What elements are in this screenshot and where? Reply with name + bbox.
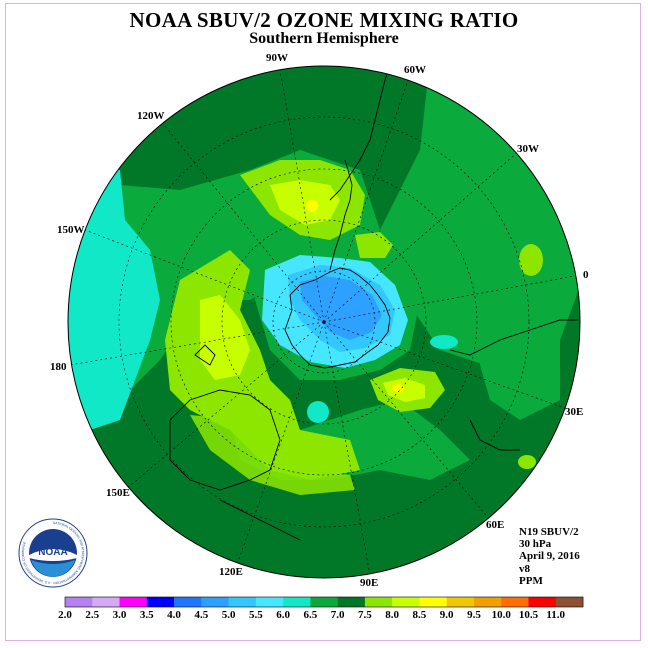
page-title: NOAA SBUV/2 OZONE MIXING RATIO (129, 8, 519, 32)
lime-region-northeast (355, 232, 393, 258)
yellow-spot-east (392, 384, 404, 392)
colorbar-swatch (201, 597, 229, 607)
logo-text: NOAA (38, 547, 67, 558)
colorbar-tick-label: 3.5 (140, 609, 154, 621)
antarctic-peninsula (329, 159, 353, 271)
colorbar-tick-label: 2.5 (85, 609, 99, 621)
colorbar-tick-label: 5.5 (249, 609, 263, 621)
colorbar-tick-label: 3.0 (113, 609, 127, 621)
lime-spot-far-east (519, 244, 543, 276)
colorbar-tick-label: 9.5 (467, 609, 481, 621)
yellow-green-region-west (200, 295, 250, 380)
colorbar-swatch (555, 597, 584, 607)
blue-region-center (300, 276, 382, 340)
colorbar-tick-label: 2.0 (58, 609, 72, 621)
yellow-green-region-north (270, 180, 340, 225)
colorbar-tick-label: 8.5 (413, 609, 427, 621)
page-frame (5, 3, 641, 641)
page-subtitle: Southern Hemisphere (249, 30, 399, 47)
info-satellite: N19 SBUV/2 (519, 526, 579, 538)
graticule (69, 69, 580, 576)
antarctica-coast (284, 267, 391, 369)
colorbar-swatch (255, 597, 284, 607)
colorbar-swatch (446, 597, 475, 607)
colorbar-swatch (119, 597, 148, 607)
colorbar-swatch (283, 597, 311, 607)
lime-region-southwest (190, 415, 355, 495)
info-units: PPM (519, 574, 543, 587)
info-version: v8 (519, 562, 530, 575)
info-level: 30 hPa (519, 538, 552, 551)
new-zealand-coast (194, 344, 216, 366)
colorbar-tick-label: 6.0 (276, 609, 290, 621)
lon-label-0: 0 (583, 269, 589, 281)
info-date: April 9, 2016 (519, 550, 580, 563)
indonesia-coast (219, 499, 301, 541)
colorbar-tick-label: 6.5 (303, 609, 317, 621)
colorbar-swatch (364, 597, 393, 607)
colorbar-swatch (174, 597, 202, 607)
colorbar-swatch (337, 597, 366, 607)
colorbar-tick-label: 7.0 (331, 609, 345, 621)
australia-coast (169, 389, 281, 491)
colorbar-tick-label: 5.0 (222, 609, 236, 621)
colorbar-tick-label: 11.0 (546, 609, 565, 621)
lon-label-180: 180 (50, 361, 67, 373)
colorbar-swatch (473, 597, 502, 607)
lon-label-30w: 30W (517, 143, 539, 155)
colorbar-swatch (92, 597, 120, 607)
colorbar-swatch (392, 597, 420, 607)
yellow-spot-north (306, 200, 318, 212)
lon-label-90w: 90W (266, 52, 288, 64)
lon-label-60e: 60E (486, 519, 504, 531)
colorbar-swatch (65, 597, 93, 607)
colorbar-tick-label: 4.5 (194, 609, 208, 621)
colorbar-swatch (310, 597, 338, 607)
ozone-field (68, 66, 580, 578)
colorbar-tick-label: 8.0 (385, 609, 399, 621)
lon-label-30e: 30E (565, 406, 583, 418)
south-america-coast (329, 66, 391, 201)
colorbar-swatch (419, 597, 447, 607)
colorbar-swatch (528, 597, 557, 607)
info-block: N19 SBUV/2 30 hPa April 9, 2016 v8 PPM (519, 526, 580, 587)
turquoise-region-west (68, 170, 160, 430)
lon-label-150w: 150W (57, 224, 85, 236)
lon-label-150e: 150E (106, 487, 130, 499)
africa-coast (449, 319, 578, 451)
turquoise-spot-south (307, 401, 329, 423)
lon-label-60w: 60W (404, 64, 426, 76)
colorbar-swatch (146, 597, 175, 607)
lon-label-120w: 120W (137, 110, 165, 122)
lon-label-120e: 120E (219, 566, 243, 578)
map-border (67, 65, 581, 579)
yellow-green-region-east (383, 378, 425, 402)
colorbar-tick-label: 7.5 (358, 609, 372, 621)
colorbar-tick-label: 10.0 (492, 609, 512, 621)
lime-spot-southeast (518, 455, 536, 469)
coastlines (169, 66, 578, 541)
colorbar-tick-label: 9.0 (440, 609, 454, 621)
mid-green-region-east (470, 320, 560, 420)
lon-label-90e: 90E (360, 577, 378, 589)
colorbar-tick-label: 10.5 (519, 609, 539, 621)
turquoise-spot-east (430, 335, 458, 349)
colorbar-swatch (228, 597, 257, 607)
noaa-logo: NOAA NATIONAL OCEANIC AND ATMOSPHERIC AD… (18, 518, 88, 588)
colorbar-border (64, 596, 584, 608)
colorbar-swatch (501, 597, 529, 607)
colorbar-tick-label: 4.0 (167, 609, 181, 621)
